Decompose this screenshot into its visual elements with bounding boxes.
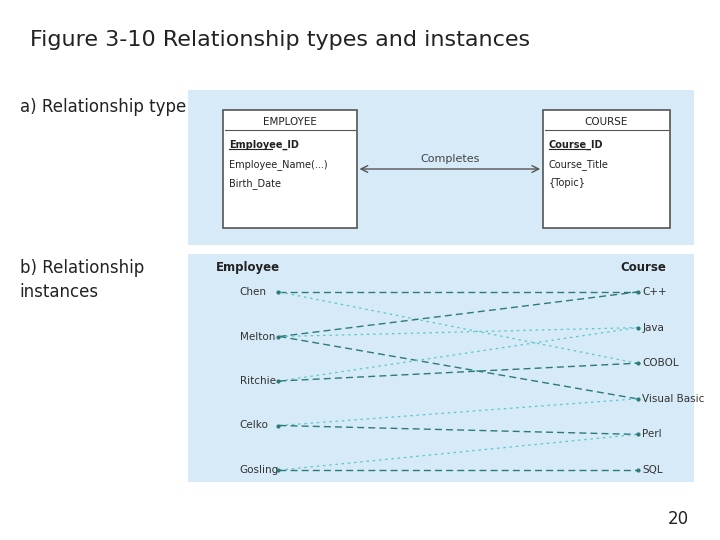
Text: a) Relationship type: a) Relationship type xyxy=(20,98,186,116)
Text: b) Relationship
instances: b) Relationship instances xyxy=(20,259,144,301)
Text: Figure 3-10 Relationship types and instances: Figure 3-10 Relationship types and insta… xyxy=(30,30,530,50)
Text: Visual Basic: Visual Basic xyxy=(642,394,704,404)
Text: 20: 20 xyxy=(667,510,688,528)
Text: EMPLOYEE: EMPLOYEE xyxy=(263,117,317,127)
FancyBboxPatch shape xyxy=(223,110,356,228)
Text: {Topic}: {Topic} xyxy=(549,178,586,188)
Text: Employee: Employee xyxy=(216,261,280,274)
Text: Birth_Date: Birth_Date xyxy=(229,178,281,189)
Text: Java: Java xyxy=(642,322,664,333)
Text: Course_Title: Course_Title xyxy=(549,159,609,170)
Text: COBOL: COBOL xyxy=(642,358,679,368)
Text: Employee_ID: Employee_ID xyxy=(229,140,299,150)
FancyBboxPatch shape xyxy=(188,90,693,245)
Text: Melton: Melton xyxy=(240,332,275,341)
Text: SQL: SQL xyxy=(642,465,662,475)
Text: Chen: Chen xyxy=(240,287,267,297)
Text: Completes: Completes xyxy=(420,154,480,164)
FancyBboxPatch shape xyxy=(543,110,670,228)
Text: Celko: Celko xyxy=(240,421,269,430)
Text: C++: C++ xyxy=(642,287,667,297)
Text: Ritchie: Ritchie xyxy=(240,376,276,386)
FancyBboxPatch shape xyxy=(188,254,693,482)
Text: COURSE: COURSE xyxy=(585,117,628,127)
Text: Course: Course xyxy=(620,261,666,274)
Text: Perl: Perl xyxy=(642,429,662,440)
Text: Gosling: Gosling xyxy=(240,465,279,475)
Text: Employee_Name(...): Employee_Name(...) xyxy=(229,159,328,170)
Text: Course_ID: Course_ID xyxy=(549,140,603,150)
